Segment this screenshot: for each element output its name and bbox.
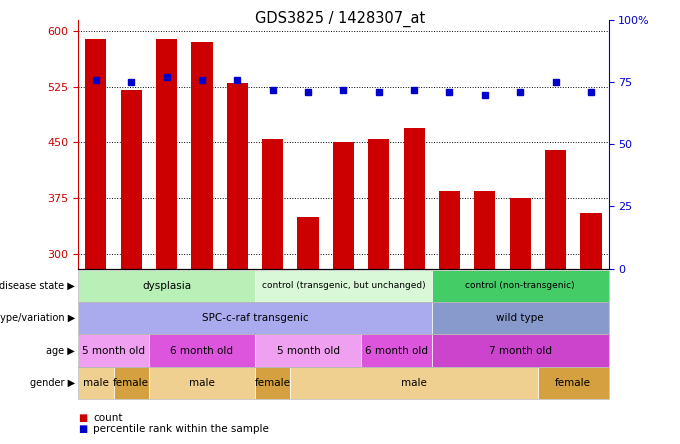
- Bar: [368, 139, 390, 269]
- Bar: [403, 127, 425, 269]
- Bar: [509, 198, 531, 269]
- Text: dysplasia: dysplasia: [142, 281, 191, 291]
- Text: male: male: [401, 378, 427, 388]
- Text: ■: ■: [78, 424, 88, 434]
- Text: genotype/variation ▶: genotype/variation ▶: [0, 313, 75, 323]
- Bar: [262, 139, 284, 269]
- Text: GDS3825 / 1428307_at: GDS3825 / 1428307_at: [255, 11, 425, 27]
- Bar: [191, 42, 213, 269]
- Bar: [580, 213, 602, 269]
- Text: male: male: [83, 378, 109, 388]
- Bar: [120, 91, 142, 269]
- Bar: [85, 39, 107, 269]
- Text: count: count: [93, 413, 122, 423]
- Text: 6 month old: 6 month old: [171, 345, 233, 356]
- Text: wild type: wild type: [496, 313, 544, 323]
- Text: 5 month old: 5 month old: [277, 345, 339, 356]
- Text: female: female: [556, 378, 591, 388]
- Text: gender ▶: gender ▶: [30, 378, 75, 388]
- Text: ■: ■: [78, 413, 88, 423]
- Text: age ▶: age ▶: [46, 345, 75, 356]
- Text: 7 month old: 7 month old: [489, 345, 551, 356]
- Bar: [474, 190, 496, 269]
- Bar: [439, 190, 460, 269]
- Text: disease state ▶: disease state ▶: [0, 281, 75, 291]
- Bar: [226, 83, 248, 269]
- Text: percentile rank within the sample: percentile rank within the sample: [93, 424, 269, 434]
- Text: 5 month old: 5 month old: [82, 345, 145, 356]
- Bar: [333, 143, 354, 269]
- Text: control (non-transgenic): control (non-transgenic): [465, 281, 575, 290]
- Text: control (transgenic, but unchanged): control (transgenic, but unchanged): [262, 281, 425, 290]
- Text: female: female: [114, 378, 149, 388]
- Bar: [545, 150, 566, 269]
- Text: male: male: [189, 378, 215, 388]
- Text: SPC-c-raf transgenic: SPC-c-raf transgenic: [202, 313, 308, 323]
- Text: female: female: [255, 378, 290, 388]
- Bar: [297, 217, 319, 269]
- Text: 6 month old: 6 month old: [365, 345, 428, 356]
- Bar: [156, 39, 177, 269]
